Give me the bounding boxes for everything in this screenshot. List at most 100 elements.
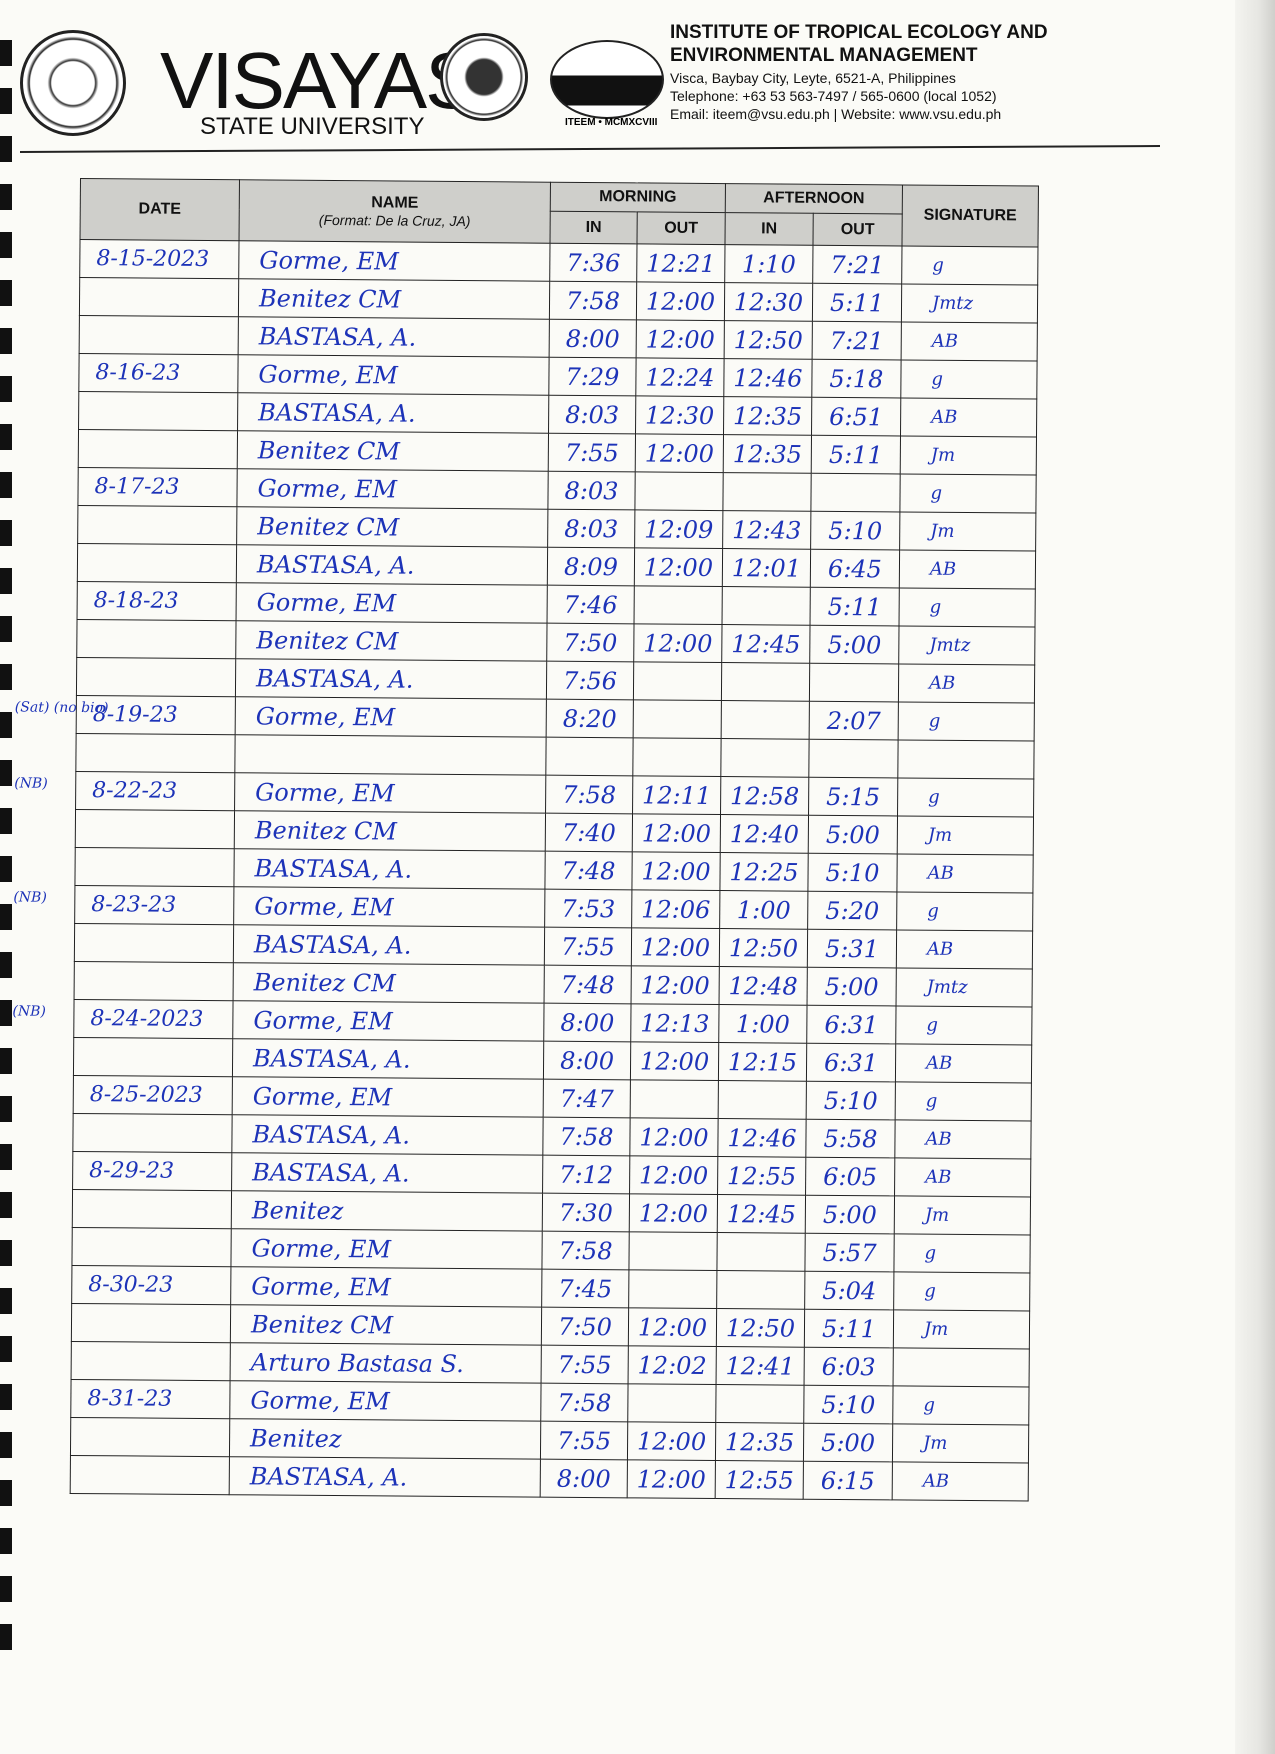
binder-hole — [0, 184, 12, 210]
afternoon-in-cell: 1:00 — [718, 1004, 808, 1044]
afternoon-out-cell: 5:10 — [803, 1385, 894, 1424]
signature-text: g — [925, 1090, 938, 1112]
afternoon-in-cell: 12:25 — [719, 852, 809, 892]
afternoon-in-cell: 1:10 — [724, 244, 813, 284]
binder-hole — [0, 1288, 12, 1314]
afternoon-in-cell: 12:30 — [724, 282, 813, 322]
afternoon-in-text: 12:30 — [733, 287, 804, 317]
morning-in-cell: 7:12 — [542, 1155, 630, 1194]
signature-cell: AB — [896, 929, 1033, 970]
morning-in-cell: 7:55 — [544, 927, 632, 966]
binder-hole — [0, 952, 12, 978]
morning-in-cell: 8:03 — [548, 395, 636, 434]
signature-text: Jm — [927, 824, 953, 846]
date-cell: 8-22-23 (NB) — [14, 771, 235, 811]
signature-cell: Jm — [892, 1423, 1029, 1463]
binder-hole — [0, 1336, 12, 1362]
morning-in-text: 7:30 — [558, 1198, 613, 1227]
binder-hole — [0, 1432, 12, 1458]
afternoon-out-text: 6:51 — [829, 402, 884, 431]
morning-out-text: 12:13 — [640, 1008, 710, 1038]
afternoon-in-cell — [722, 586, 811, 626]
afternoon-out-text: 6:31 — [824, 1010, 879, 1039]
morning-in-text: 7:48 — [560, 970, 615, 999]
afternoon-in-cell: 12:15 — [718, 1042, 807, 1082]
morning-out-text: 12:00 — [637, 1312, 708, 1342]
name-cell: BASTASA, A. — [231, 1114, 544, 1156]
afternoon-in-cell: 12:01 — [722, 548, 811, 588]
name-text: Gorme, EM — [250, 1385, 390, 1415]
signature-text: Jm — [924, 1204, 950, 1226]
date-text: 8-25-2023 — [89, 1082, 203, 1108]
signature-text: g — [932, 254, 944, 276]
name-text: BASTASA, A. — [254, 853, 413, 884]
name-cell: Benitez CM — [238, 278, 550, 320]
binder-hole — [0, 520, 12, 546]
binder-hole — [0, 760, 12, 786]
morning-out-text: 12:00 — [638, 1198, 709, 1228]
signature-text: g — [928, 710, 941, 732]
date-cell — [79, 277, 239, 317]
name-text: Gorme, EM — [258, 359, 398, 390]
morning-in-cell: 7:48 — [544, 851, 633, 890]
date-text: 8-17-23 — [94, 474, 180, 500]
name-cell: Benitez CM — [234, 810, 546, 852]
afternoon-in-cell: 12:50 — [716, 1308, 805, 1348]
afternoon-out-cell: 5:00 — [809, 625, 900, 664]
afternoon-in-cell — [721, 662, 810, 702]
afternoon-in-text: 12:50 — [733, 325, 803, 355]
name-text: Gorme, EM — [255, 701, 396, 731]
afternoon-out-text: 5:04 — [822, 1276, 877, 1305]
binder-hole — [0, 280, 12, 306]
date-cell — [74, 961, 234, 1001]
signature-text: AB — [927, 862, 954, 884]
name-cell: BASTASA, A. — [233, 848, 546, 890]
afternoon-in-cell: 12:46 — [723, 358, 813, 398]
name-cell: Gorme, EM — [230, 1266, 542, 1308]
morning-out-cell: 12:30 — [635, 395, 724, 435]
name-cell: Benitez CM — [236, 506, 548, 548]
morning-in-text: 7:58 — [559, 1122, 614, 1151]
email-website: Email: iteem@vsu.edu.ph | Website: www.v… — [670, 106, 1002, 122]
signature-cell: AB — [898, 663, 1035, 704]
name-text: Gorme, EM — [257, 473, 398, 503]
name-cell: BASTASA, A. — [233, 924, 545, 966]
name-cell: BASTASA, A. — [235, 658, 547, 700]
name-text: Benitez CM — [257, 435, 401, 466]
signature-cell: g — [900, 359, 1038, 400]
morning-out-text: 12:00 — [644, 438, 715, 468]
afternoon-out-text: 6:45 — [827, 554, 883, 583]
name-text: Gorme, EM — [256, 587, 397, 617]
morning-in-cell: 7:53 — [544, 889, 632, 928]
afternoon-out-cell: 5:11 — [810, 587, 900, 626]
afternoon-in-cell: 12:55 — [717, 1156, 806, 1196]
afternoon-in-text: 12:35 — [732, 439, 803, 469]
name-cell: Gorme, EM — [232, 1000, 545, 1042]
afternoon-out-text: 5:18 — [829, 364, 884, 393]
date-cell — [79, 315, 239, 355]
telephone: Telephone: +63 53 563-7497 / 565-0600 (l… — [670, 88, 997, 104]
afternoon-out-text: 5:11 — [821, 1314, 877, 1343]
morning-in-text: 7:55 — [560, 932, 616, 961]
afternoon-in-text: 12:55 — [726, 1161, 797, 1191]
afternoon-out-cell: 5:10 — [807, 853, 898, 892]
afternoon-in-text: 12:35 — [724, 1427, 795, 1457]
morning-in-cell: 7:47 — [543, 1079, 631, 1118]
name-text: BASTASA, A. — [253, 929, 412, 960]
signature-text: Jmtz — [926, 976, 968, 998]
signature-cell: g — [899, 473, 1037, 514]
name-cell: Gorme, EM — [232, 1076, 544, 1118]
morning-in-text: 7:58 — [557, 1388, 612, 1417]
morning-in-cell: 7:58 — [545, 775, 633, 814]
signature-text: g — [928, 786, 940, 808]
date-cell — [70, 1417, 230, 1457]
signature-cell: g — [893, 1271, 1030, 1311]
signature-cell: Jm — [894, 1195, 1031, 1235]
afternoon-out-cell: 5:00 — [807, 967, 897, 1006]
afternoon-out-cell: 5:18 — [811, 359, 902, 398]
date-cell: 8-31-23 — [70, 1379, 231, 1419]
morning-in-text: 7:55 — [557, 1350, 612, 1379]
binder-hole — [0, 904, 12, 930]
morning-out-cell: 12:00 — [627, 1421, 716, 1461]
afternoon-in-cell: 12:45 — [717, 1194, 806, 1234]
